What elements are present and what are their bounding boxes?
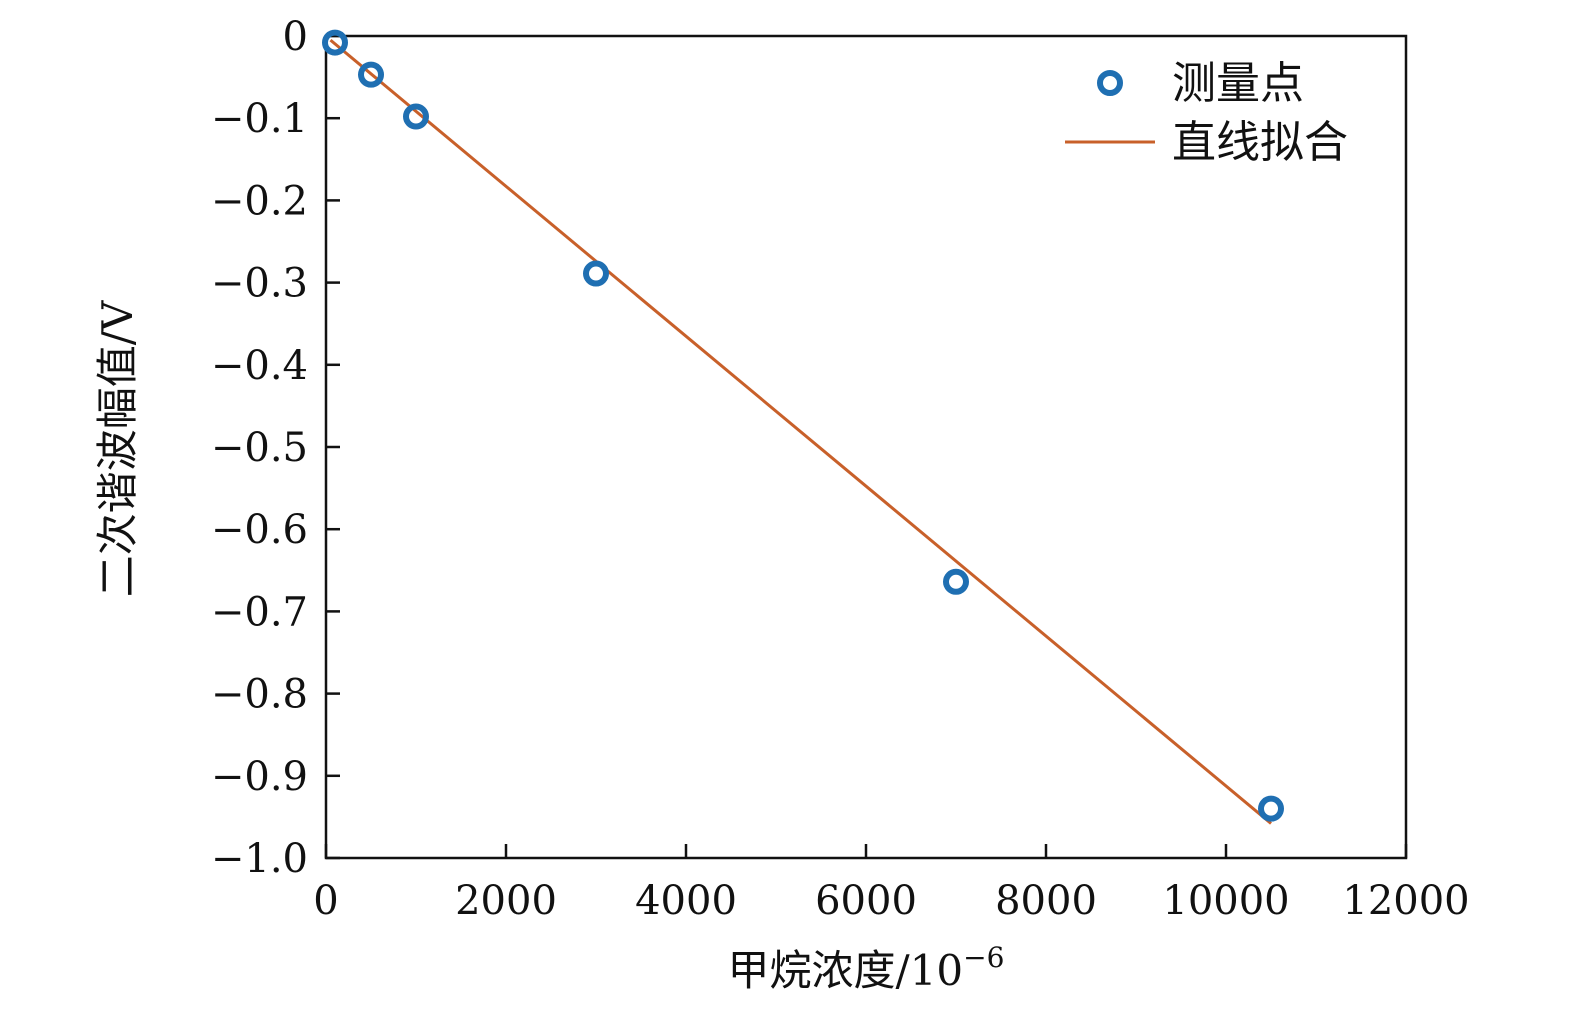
x-tick-label: 6000: [815, 878, 917, 924]
y-axis-label: 二次谐波幅值/V: [93, 300, 142, 597]
x-tick-label: 2000: [455, 878, 557, 924]
y-tick-label: −0.7: [211, 589, 308, 635]
x-tick-label: 8000: [995, 878, 1097, 924]
y-ticks: 0 −0.1 −0.2 −0.3 −0.4 −0.5 −0.6 −0.7 −0.8 −0.9 −1.…: [211, 14, 340, 882]
y-tick-label: −0.2: [211, 178, 308, 224]
data-point: [358, 61, 384, 88]
fit-line: [329, 38, 1272, 825]
y-tick-label: −0.9: [211, 754, 308, 800]
x-tick-label: 12000: [1342, 878, 1469, 924]
x-tick-label: 4000: [635, 878, 737, 924]
x-axis-label: 甲烷浓度/10−6: [728, 941, 1005, 995]
x-tick-label: 10000: [1162, 878, 1289, 924]
y-tick-label: −0.4: [211, 343, 308, 389]
y-tick-label: −0.3: [211, 261, 308, 307]
legend-marker-measured: [1097, 70, 1123, 96]
y-tick-label: −0.1: [211, 96, 308, 142]
y-tick-label: −0.5: [211, 425, 308, 471]
legend-label-fit: 直线拟合: [1172, 117, 1348, 168]
data-point: [403, 103, 429, 130]
data-point: [322, 29, 348, 56]
y-tick-label: −1.0: [211, 836, 308, 882]
legend: 测量点 直线拟合: [1065, 58, 1348, 168]
legend-label-measured: 测量点: [1172, 58, 1304, 109]
y-tick-label: −0.6: [211, 507, 308, 553]
y-tick-label: −0.8: [211, 672, 308, 718]
x-tick-label: 0: [313, 878, 338, 924]
series-layer: [322, 29, 1284, 825]
data-point: [583, 260, 609, 287]
data-point: [1258, 795, 1284, 822]
data-point: [943, 568, 969, 595]
y-tick-label: 0: [283, 14, 308, 60]
x-ticks: 0 2000 4000 6000 8000 10000 12000: [313, 844, 1470, 924]
